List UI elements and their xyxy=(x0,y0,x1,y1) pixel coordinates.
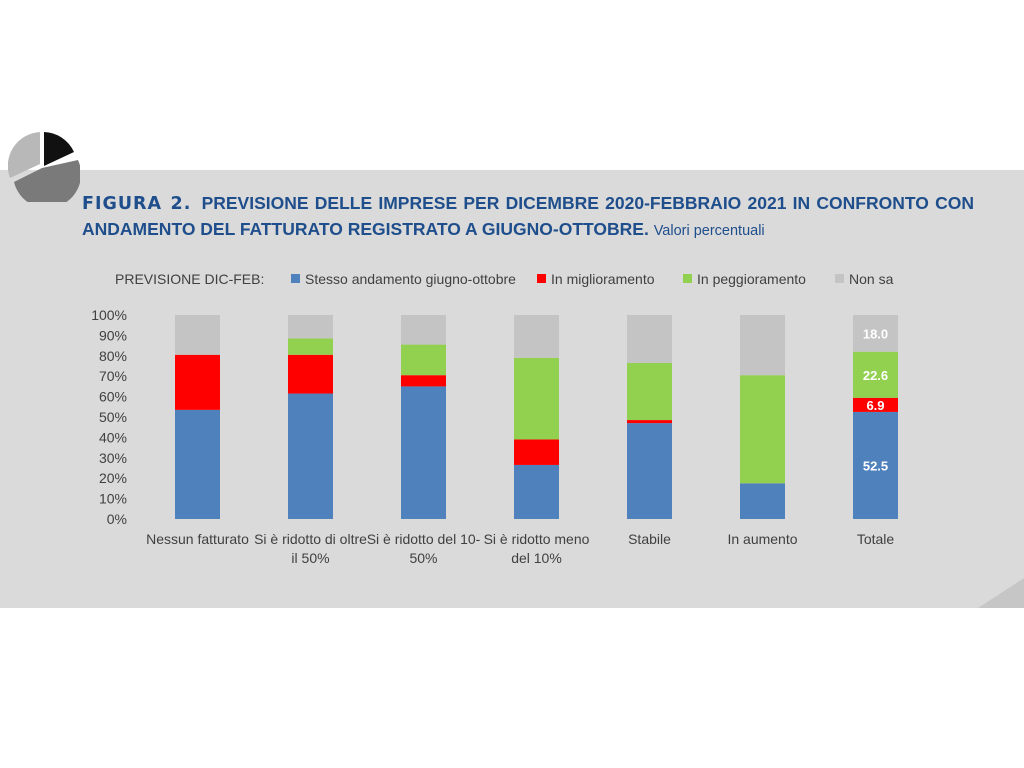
y-tick-label: 100% xyxy=(91,307,127,323)
data-label: 6.9 xyxy=(866,398,884,413)
bar-miglioramento xyxy=(853,397,898,412)
bar-peggioramento xyxy=(853,351,898,398)
y-tick-label: 80% xyxy=(99,348,127,364)
y-tick-label: 60% xyxy=(99,389,127,405)
bar-peggioramento xyxy=(627,362,672,421)
y-tick-label: 50% xyxy=(99,409,127,425)
bar-miglioramento xyxy=(514,439,559,465)
figure-label: FIGURA 2. xyxy=(82,194,192,214)
bar-nonsa xyxy=(401,315,446,345)
bar-peggioramento xyxy=(401,344,446,376)
x-category-label: Si è ridotto del 10- xyxy=(367,531,481,547)
data-label: 18.0 xyxy=(863,326,888,341)
bar-peggioramento xyxy=(288,338,333,355)
x-category-label: Nessun fatturato xyxy=(146,531,249,547)
bar-nonsa xyxy=(627,315,672,363)
bar-nonsa xyxy=(853,315,898,352)
legend-label: Non sa xyxy=(849,271,894,287)
bar-miglioramento xyxy=(627,420,672,424)
x-category-label: del 10% xyxy=(511,550,562,566)
legend-item-stesso: Stesso andamento giugno-ottobre xyxy=(291,271,516,287)
legend-label: In miglioramento xyxy=(551,271,655,287)
figure-subtitle: Valori percentuali xyxy=(653,223,765,239)
y-tick-label: 40% xyxy=(99,429,127,445)
bar-miglioramento xyxy=(175,354,220,410)
bar-peggioramento xyxy=(514,357,559,440)
y-tick-label: 10% xyxy=(99,491,127,507)
bar-nonsa xyxy=(175,315,220,355)
legend-item-miglioramento: In miglioramento xyxy=(537,271,655,287)
x-category-label: Si è ridotto di oltre xyxy=(254,531,367,547)
data-label: 52.5 xyxy=(863,458,888,473)
bar-stesso xyxy=(175,409,220,519)
legend-item-nonsa: Non sa xyxy=(835,271,893,287)
bar-stesso xyxy=(401,386,446,519)
y-tick-label: 0% xyxy=(107,511,127,527)
bar-nonsa xyxy=(288,315,333,339)
bar-stesso xyxy=(627,423,672,519)
bar-miglioramento xyxy=(401,375,446,387)
bar-stesso xyxy=(288,393,333,519)
bar-stesso xyxy=(514,464,559,519)
bar-nonsa xyxy=(514,315,559,358)
pie-logo-icon xyxy=(8,132,80,202)
x-category-label: Si è ridotto meno xyxy=(484,531,590,547)
figure-title-text: PREVISIONE DELLE IMPRESE PER DICEMBRE 20… xyxy=(82,193,974,239)
bar-miglioramento xyxy=(288,354,333,394)
x-category-label: il 50% xyxy=(291,550,329,566)
legend-label: Stesso andamento giugno-ottobre xyxy=(305,271,516,287)
legend-item-peggioramento: In peggioramento xyxy=(683,271,806,287)
y-tick-label: 30% xyxy=(99,450,127,466)
legend-label: In peggioramento xyxy=(697,271,806,287)
y-tick-label: 70% xyxy=(99,368,127,384)
x-category-label: 50% xyxy=(409,550,437,566)
legend-swatch xyxy=(835,274,844,283)
legend-title: PREVISIONE DIC-FEB: xyxy=(115,271,265,287)
bar-stesso xyxy=(740,483,785,519)
data-label: 22.6 xyxy=(863,368,888,383)
bar-stesso xyxy=(853,411,898,519)
y-tick-label: 90% xyxy=(99,327,127,343)
legend-swatch xyxy=(291,274,300,283)
corner-decoration xyxy=(978,578,1024,608)
x-category-label: Stabile xyxy=(628,531,671,547)
bar-peggioramento xyxy=(740,375,785,484)
legend-swatch xyxy=(683,274,692,283)
x-category-label: In aumento xyxy=(727,531,797,547)
legend-swatch xyxy=(537,274,546,283)
figure-title: FIGURA 2. PREVISIONE DELLE IMPRESE PER D… xyxy=(82,191,974,244)
y-tick-label: 20% xyxy=(99,470,127,486)
bar-nonsa xyxy=(740,315,785,376)
x-category-label: Totale xyxy=(857,531,895,547)
